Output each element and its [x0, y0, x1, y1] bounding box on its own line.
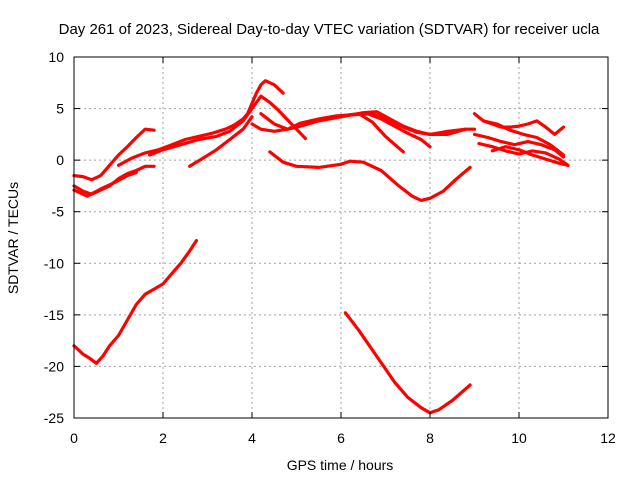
x-tick-label: 0 [70, 430, 78, 446]
y-tick-label: -20 [44, 358, 64, 374]
series-trace-a [72, 127, 156, 182]
series-trace-h [259, 110, 468, 136]
x-tick-label: 2 [159, 430, 167, 446]
ticks: 0 2 4 6 8 10 12 -25 -20 -15 -10 -5 0 5 10 [44, 49, 616, 446]
y-tick-label: -10 [44, 255, 64, 271]
series-trace-o [481, 119, 566, 157]
y-tick-label: 10 [48, 49, 64, 65]
y-tick-label: -5 [52, 204, 65, 220]
y-tick-label: 5 [56, 101, 64, 117]
y-tick-label: 0 [56, 152, 64, 168]
series-trace-j [366, 112, 432, 149]
series-trace-l [472, 112, 566, 136]
y-tick-label: -15 [44, 307, 64, 323]
series-trace-p [490, 145, 570, 167]
series-trace-c [72, 170, 138, 198]
grid [74, 57, 608, 418]
series-trace-m [472, 132, 566, 159]
x-tick-label: 8 [426, 430, 434, 446]
series-trace-low-left [72, 239, 198, 365]
x-tick-label: 6 [337, 430, 345, 446]
x-tick-label: 4 [248, 430, 256, 446]
series-trace-e [148, 94, 307, 157]
series-trace-k [268, 150, 472, 202]
series-trace-d [116, 79, 285, 167]
y-tick-label: -25 [44, 410, 64, 426]
series-trace-f [188, 115, 254, 168]
chart-title: Day 261 of 2023, Sidereal Day-to-day VTE… [59, 21, 600, 38]
series-trace-i [317, 112, 405, 154]
series-trace-b [72, 164, 156, 196]
x-tick-label: 12 [600, 430, 616, 446]
series-group [72, 79, 570, 415]
x-axis-label: GPS time / hours [287, 457, 394, 473]
x-tick-label: 10 [511, 430, 527, 446]
y-axis-label: SDTVAR / TECUs [5, 182, 21, 294]
series-trace-low-mid [343, 311, 472, 415]
